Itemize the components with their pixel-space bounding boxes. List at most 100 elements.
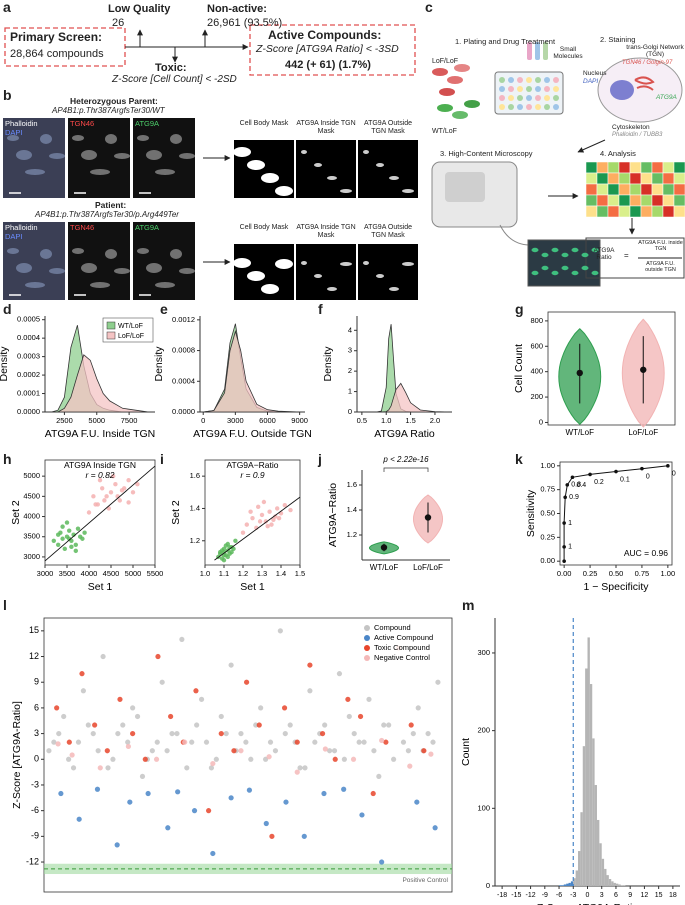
small-molecules: Small Molecules: [553, 46, 583, 61]
x-axis-label: Set 1: [88, 581, 113, 593]
well: [499, 77, 505, 83]
point: [414, 799, 420, 805]
heatmap-cell: [673, 183, 685, 196]
point: [194, 722, 200, 728]
golgi: [634, 76, 655, 91]
non-active-title: Non-active:: [207, 3, 267, 15]
threshold-label: 0.2: [594, 479, 604, 486]
point: [82, 530, 87, 535]
x-tick-label: 6000: [259, 416, 276, 425]
point: [231, 748, 237, 754]
histogram-bar: [615, 883, 619, 886]
point: [379, 859, 385, 865]
y-tick-label: 0.0003: [17, 352, 40, 361]
point: [110, 756, 116, 762]
bracket: [383, 467, 429, 472]
heatmap-cell: [662, 183, 675, 196]
well: [544, 86, 550, 92]
monitor-cell: [571, 247, 579, 253]
x-tick-label: 7500: [121, 416, 138, 425]
cell: [72, 135, 84, 141]
point: [105, 765, 111, 771]
histogram-bar: [587, 637, 590, 886]
y-tick-label: 0.0005: [17, 315, 40, 324]
point: [250, 515, 255, 521]
histogram-bar: [566, 883, 569, 886]
point: [294, 739, 300, 745]
well: [517, 77, 523, 83]
threshold-label: 0: [646, 474, 650, 481]
monitor-cell: [561, 252, 569, 258]
x-tick-label: 5000: [88, 416, 105, 425]
histogram-bar: [611, 881, 614, 886]
point: [218, 730, 224, 737]
cell: [49, 268, 65, 274]
point: [95, 748, 101, 754]
point: [60, 536, 65, 541]
heatmap-cell: [596, 161, 609, 174]
mask-image: [358, 244, 418, 300]
mask-blob: [247, 271, 265, 281]
mask-label: ATG9A Outside TGN Mask: [363, 224, 413, 239]
point: [182, 739, 188, 745]
y-tick-label: 400: [530, 367, 543, 376]
well: [535, 86, 541, 92]
heatmap-cell: [585, 161, 598, 174]
point: [243, 739, 249, 745]
well: [526, 104, 532, 110]
y-tick-label: 0.0008: [172, 346, 195, 355]
y-tick-label: 1.4: [190, 503, 200, 512]
monitor-cell: [571, 270, 579, 276]
monitor-cell: [591, 270, 599, 276]
panel-label: h: [3, 451, 12, 467]
well: [499, 95, 505, 101]
mask-blob: [327, 176, 337, 180]
point: [127, 799, 133, 805]
point: [322, 746, 328, 752]
point: [56, 730, 62, 737]
y-tick-label: 200: [477, 726, 490, 735]
well: [508, 104, 514, 110]
group-label: WT/LoF: [432, 128, 457, 135]
mask-blob: [233, 258, 251, 268]
cell: [179, 268, 195, 274]
heatmap-cell: [640, 161, 653, 174]
arrow: [577, 139, 606, 153]
point: [73, 542, 79, 548]
point: [46, 748, 52, 754]
x-tick-label: 1.00: [661, 569, 676, 578]
tubes: [527, 42, 548, 60]
legend-label: Toxic Compound: [374, 643, 430, 652]
y-axis-label: Set 2: [10, 500, 22, 525]
heatmap-cell: [607, 183, 620, 196]
x-tick-label: -12: [526, 892, 536, 899]
point: [56, 542, 61, 548]
density-area: [361, 382, 450, 413]
point: [379, 737, 385, 744]
y-tick-label: 100: [477, 803, 490, 812]
panel-label: j: [318, 451, 322, 467]
point: [210, 760, 216, 767]
point: [248, 756, 254, 762]
panel-label: g: [515, 301, 524, 317]
point: [168, 713, 174, 720]
heatmap-cell: [585, 194, 598, 207]
point: [67, 528, 72, 533]
point: [381, 722, 387, 728]
y-tick-label: 0: [348, 407, 352, 416]
point: [90, 730, 96, 737]
y-axis-label: Count: [460, 738, 472, 766]
x-tick-label: 1.5: [405, 416, 415, 425]
plot-frame: [204, 459, 301, 566]
threshold-label: 0.8: [571, 482, 581, 489]
point: [149, 748, 155, 754]
panel-label: a: [3, 0, 11, 15]
point: [282, 730, 288, 737]
point: [66, 756, 72, 762]
cell: [25, 282, 45, 288]
point: [58, 790, 64, 797]
point: [244, 522, 249, 527]
x-tick-label: 4500: [103, 569, 120, 578]
well: [553, 95, 559, 101]
